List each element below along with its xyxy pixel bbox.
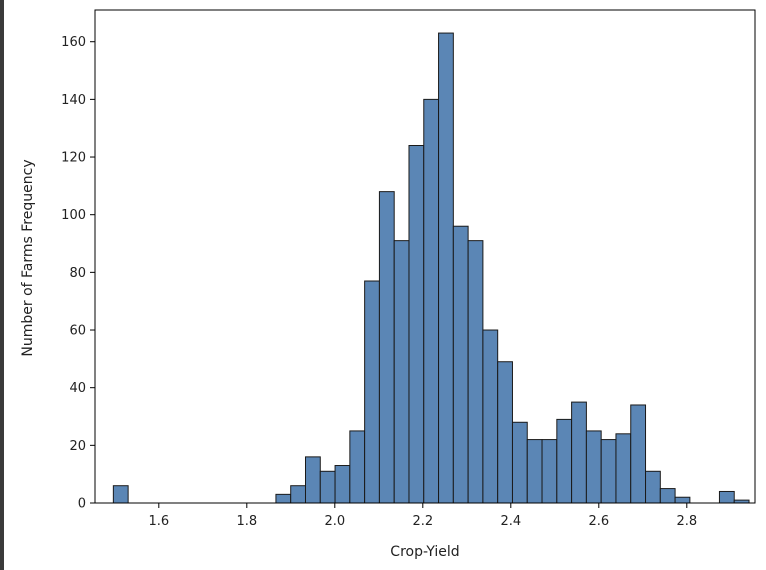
- histogram-bar: [290, 485, 306, 504]
- histogram-bar: [378, 191, 395, 504]
- x-tick-label: 2.4: [500, 514, 521, 529]
- y-axis-ticks: 0 20 40 60 80 100 120 140 160: [61, 35, 95, 512]
- x-tick-label: 2.8: [676, 514, 697, 529]
- bars-layer: [112, 32, 750, 504]
- histogram-bar: [467, 240, 484, 504]
- y-tick-label: 160: [61, 35, 86, 50]
- histogram-bar: [408, 145, 425, 504]
- histogram-bar: [349, 430, 366, 504]
- y-tick-label: 60: [69, 324, 86, 339]
- x-tick-label: 1.8: [236, 514, 257, 529]
- window-edge: [0, 0, 4, 570]
- histogram-bar: [541, 439, 558, 504]
- histogram-bar: [112, 485, 129, 504]
- histogram-bar: [393, 240, 410, 504]
- histogram-bar: [275, 493, 292, 504]
- x-tick-label: 1.6: [148, 514, 169, 529]
- histogram-bar: [511, 421, 528, 504]
- histogram-bar: [659, 488, 676, 504]
- histogram-bar: [645, 470, 661, 504]
- histogram-bar: [615, 433, 632, 504]
- histogram-bar: [526, 439, 543, 504]
- x-axis-label: Crop-Yield: [390, 544, 459, 560]
- histogram-bar: [452, 225, 469, 504]
- y-axis-label: Number of Farms Frequency: [20, 159, 36, 356]
- x-tick-label: 2.6: [588, 514, 609, 529]
- histogram-bar: [630, 404, 647, 504]
- y-tick-label: 140: [61, 93, 86, 108]
- histogram-bar: [600, 439, 617, 504]
- y-tick-label: 80: [69, 266, 86, 281]
- histogram-bar: [304, 456, 321, 504]
- histogram-bar: [571, 401, 587, 504]
- x-tick-label: 2.0: [324, 514, 345, 529]
- plot-frame: [94, 9, 756, 504]
- histogram-bar: [482, 329, 499, 504]
- y-tick-label: 40: [69, 381, 86, 396]
- histogram-bar: [497, 361, 513, 504]
- y-tick-label: 100: [61, 208, 86, 223]
- histogram-bar: [585, 430, 602, 504]
- y-tick-label: 20: [69, 439, 86, 454]
- x-axis-ticks: 1.6 1.8 2.0 2.2 2.4 2.6 2.8: [148, 503, 697, 529]
- histogram-bar: [423, 98, 440, 504]
- y-tick-label: 120: [61, 151, 86, 166]
- histogram-bar: [319, 470, 336, 504]
- histogram-bar: [334, 465, 351, 504]
- x-tick-label: 2.2: [412, 514, 433, 529]
- histogram-bar: [674, 496, 691, 504]
- y-tick-label: 0: [78, 497, 86, 512]
- histogram-bar: [556, 418, 573, 504]
- histogram-bar: [438, 32, 454, 504]
- histogram-bar: [718, 490, 735, 504]
- histogram-bar: [364, 280, 380, 504]
